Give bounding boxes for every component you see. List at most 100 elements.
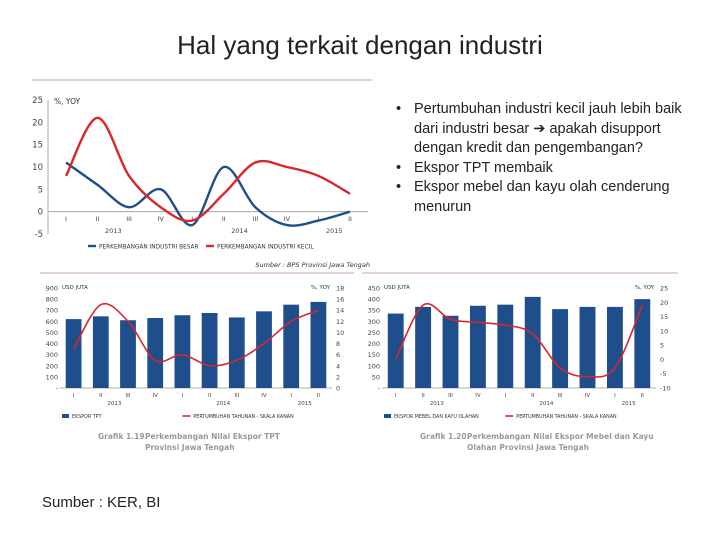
caption-line: Perkembangan Nilai Ekspor Mebel dan Kayu	[467, 432, 654, 441]
bar	[497, 304, 514, 388]
y-tick-label: 400	[368, 296, 380, 304]
y-tick-label: -5	[35, 230, 43, 240]
x-tick-label: IV	[261, 393, 267, 399]
y-tick-label: 100	[368, 362, 380, 370]
bar	[147, 318, 164, 388]
legend-label: PERKEMBANGAN INDUSTRI BESAR	[99, 245, 199, 251]
bullet-item: Ekspor mebel dan kayu olah cenderung men…	[392, 178, 697, 217]
x-tick-label: I	[395, 393, 397, 399]
y-tick-label-right: 10	[660, 327, 668, 335]
x-tick-label: I	[290, 393, 292, 399]
bar	[606, 306, 623, 388]
x-tick-label: III	[252, 215, 258, 223]
y-axis-label-right: %, YOY	[635, 285, 655, 291]
year-label: 2013	[105, 227, 122, 235]
y-tick-label: 200	[368, 340, 380, 348]
x-tick-label: II	[421, 393, 425, 399]
source-note: Sumber : KER, BI	[42, 494, 161, 511]
y-tick-label: 450	[368, 285, 380, 293]
x-tick-label: III	[126, 215, 132, 223]
x-tick-label: IV	[284, 215, 291, 223]
caption-number: Grafik 1.19.	[98, 432, 148, 441]
y-tick-label-right: -10	[660, 385, 671, 393]
bar	[387, 313, 404, 388]
bar	[256, 311, 272, 388]
y-tick-label: 800	[46, 296, 58, 304]
y-tick-label: 200	[46, 362, 58, 370]
y-tick-label-right: 10	[336, 329, 344, 337]
bullet-list: Pertumbuhan industri kecil jauh lebih ba…	[392, 100, 697, 217]
x-tick-label: II	[208, 393, 212, 399]
x-tick-label: II	[641, 393, 645, 399]
y-tick-label: 20	[32, 118, 43, 128]
y-tick-label-right: 5	[660, 342, 664, 350]
legend-label: EKSPOR MEBEL DAN KAYU OLAHAN	[394, 414, 479, 420]
x-tick-label: II	[99, 393, 103, 399]
year-label: 2015	[326, 227, 343, 235]
y-tick-label: 400	[46, 340, 58, 348]
legend-label: PERKEMBANGAN INDUSTRI KECIL	[217, 245, 314, 251]
bar	[201, 313, 218, 388]
x-tick-label: I	[614, 393, 616, 399]
x-tick-label: I	[65, 215, 67, 223]
x-tick-label: III	[558, 393, 563, 399]
x-tick-label: IV	[585, 393, 591, 399]
legend-label: PERTUMBUHAN TAHUNAN - SKALA KANAN	[516, 414, 617, 420]
x-tick-label: II	[222, 215, 226, 223]
y-tick-label-right: 4	[336, 362, 340, 370]
series-line	[64, 116, 351, 223]
y-tick-label: 15	[32, 141, 43, 151]
x-tick-label: I	[191, 215, 193, 223]
bullet-item: Ekspor TPT membaik	[392, 159, 697, 179]
y-tick-label-right: 20	[660, 299, 668, 307]
x-tick-label: III	[448, 393, 453, 399]
y-tick-label: 10	[32, 163, 43, 173]
chart-source: Sumber : BPS Provinsi Jawa Tengah	[255, 261, 370, 269]
y-tick-label-right: 14	[336, 307, 344, 315]
y-tick-label: 300	[46, 351, 58, 359]
bar	[415, 306, 432, 388]
year-label: 2014	[216, 401, 230, 407]
bar	[283, 304, 300, 388]
caption-line: Olahan Provinsi Jawa Tengah	[467, 443, 589, 452]
y-axis-label-left: USD JUTA	[62, 285, 88, 291]
legend-label: PERTUMBUHAN TAHUNAN - SKALA KANAN	[193, 414, 294, 420]
x-tick-label: IV	[157, 215, 164, 223]
y-tick-label-right: 12	[336, 318, 344, 326]
year-label: 2013	[107, 401, 121, 407]
y-tick-label: 5	[38, 185, 43, 195]
bar	[310, 301, 327, 388]
y-tick-label-right: 16	[336, 296, 344, 304]
bullet-item: Pertumbuhan industri kecil jauh lebih ba…	[392, 100, 697, 159]
y-tick-label: 700	[46, 307, 58, 315]
x-tick-label: IV	[475, 393, 481, 399]
x-tick-label: I	[182, 393, 184, 399]
bar	[92, 316, 109, 388]
y-tick-label-right: -5	[660, 370, 666, 378]
y-tick-label: 500	[46, 329, 58, 337]
y-tick-label: -	[378, 385, 381, 393]
bar	[120, 320, 136, 388]
y-tick-label: 25	[32, 96, 43, 106]
caption-line: Provinsi Jawa Tengah	[145, 443, 235, 452]
x-tick-label: II	[531, 393, 535, 399]
caption-number: Grafik 1.20.	[420, 432, 470, 441]
bar	[552, 309, 569, 388]
y-tick-label-right: 0	[660, 356, 664, 364]
bar	[228, 317, 245, 388]
legend-swatch	[62, 414, 69, 418]
x-tick-label: II	[348, 215, 352, 223]
caption-line: Perkembangan Nilai Ekspor TPT	[145, 432, 281, 441]
bar	[524, 296, 541, 388]
series-line	[65, 161, 351, 227]
x-tick-label: III	[126, 393, 131, 399]
y-tick-label-right: 15	[660, 313, 668, 321]
x-tick-label: IV	[153, 393, 159, 399]
growth-line	[72, 302, 319, 367]
y-axis-label: %, YOY	[54, 97, 81, 106]
x-tick-label: III	[234, 393, 239, 399]
year-label: 2013	[430, 401, 444, 407]
x-tick-label: I	[317, 215, 319, 223]
y-tick-label: 150	[368, 351, 380, 359]
